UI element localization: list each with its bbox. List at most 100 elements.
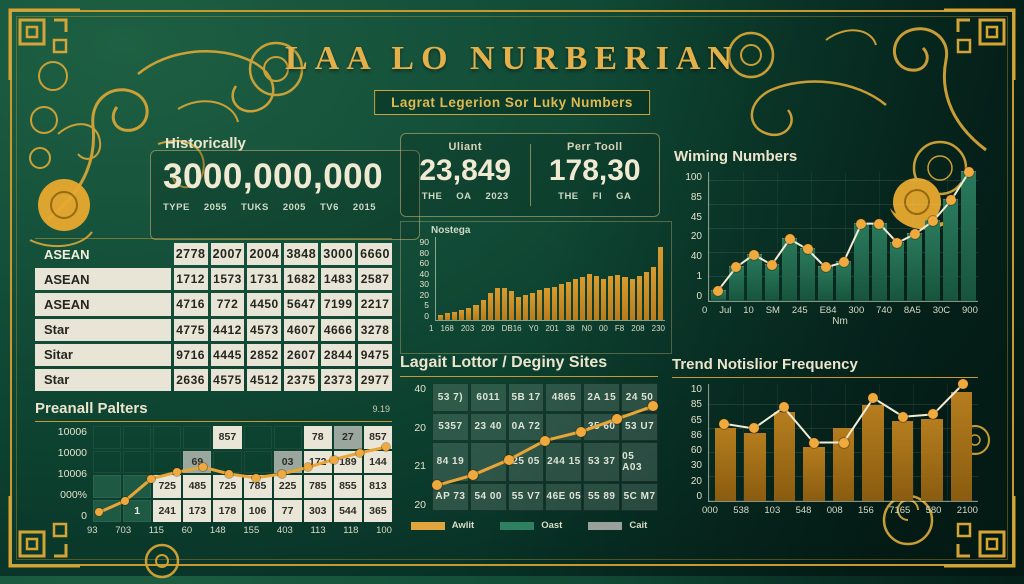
page-title: LAA LO NURBERIAN bbox=[285, 40, 739, 77]
cell-value: 2844 bbox=[321, 343, 356, 366]
grid-cell: 2A 15 bbox=[583, 383, 621, 412]
cell-value: 1712 bbox=[173, 268, 208, 291]
grid-cell: 78 bbox=[303, 426, 332, 449]
bar bbox=[650, 266, 656, 320]
bar bbox=[565, 281, 571, 320]
cell-value: 3278 bbox=[358, 318, 392, 341]
bar bbox=[608, 276, 614, 320]
wiming-title: Wiming Numbers bbox=[674, 148, 798, 165]
grid-cell bbox=[243, 426, 272, 449]
grid-cell: 53 U7 bbox=[621, 412, 658, 441]
sub-label: FI bbox=[592, 191, 603, 202]
tick-label: 5 bbox=[424, 300, 429, 311]
bar bbox=[459, 310, 465, 320]
sub-label: 2005 bbox=[282, 202, 306, 213]
sub-label: TYPE bbox=[163, 202, 190, 213]
line-dot bbox=[225, 470, 234, 478]
bar bbox=[523, 295, 529, 320]
stat-divider bbox=[529, 144, 531, 206]
trend-chart: 10 85 65 86 60 30 20 0 000 538 103 548 008 156 7165 58… bbox=[672, 379, 978, 524]
line-dot bbox=[382, 443, 391, 452]
sub-label: 2015 bbox=[352, 202, 377, 213]
cell-value: 772 bbox=[210, 293, 245, 316]
grid-cell: 53 7) bbox=[432, 383, 469, 412]
grid-cell bbox=[153, 426, 182, 449]
tick-label: SM bbox=[765, 305, 780, 316]
tick-label: 20 bbox=[419, 289, 429, 300]
tick-label: 93 bbox=[87, 525, 98, 536]
uliant-label: Uliant bbox=[448, 141, 483, 153]
line-dot bbox=[748, 423, 759, 434]
tick-label: 0 bbox=[81, 510, 87, 522]
grid-cell: 0A 72 bbox=[507, 412, 545, 441]
tick-label: 10 bbox=[743, 305, 754, 316]
cell-value: 2778 bbox=[173, 243, 208, 266]
legend-label: Awlit bbox=[451, 520, 475, 531]
line-dot bbox=[94, 508, 103, 517]
cell-value: 2852 bbox=[247, 343, 282, 366]
legend-label: Oast bbox=[541, 520, 563, 531]
tick-label: 0 bbox=[702, 305, 708, 316]
bar bbox=[544, 287, 550, 320]
cell-value: 4607 bbox=[284, 318, 319, 341]
grid-cell: 173 bbox=[183, 499, 212, 522]
tick-label: 2100 bbox=[956, 505, 978, 516]
bar bbox=[921, 419, 943, 501]
line-dot bbox=[173, 468, 182, 477]
sub-label: 2055 bbox=[203, 202, 227, 213]
tick-label: 148 bbox=[209, 525, 226, 536]
table-row: Sitar 9716 4445 2852 2607 2844 9475 bbox=[35, 343, 392, 366]
asean-star-table: ASEAN 2778 2007 2004 3848 3000 6660 ASEAN 1712 15… bbox=[35, 243, 392, 392]
tick-label: 40 bbox=[419, 268, 429, 279]
line-dot bbox=[958, 379, 969, 389]
line-dot bbox=[910, 228, 921, 239]
legend-item: Cait bbox=[588, 520, 647, 531]
cell-value: 2607 bbox=[284, 343, 319, 366]
grid-cell: 46E 05 bbox=[545, 482, 583, 511]
tick-label: 300 bbox=[848, 305, 865, 316]
legend-label: Cait bbox=[629, 520, 648, 531]
cell-value: 2977 bbox=[358, 368, 392, 392]
tick-label: 60 bbox=[181, 525, 193, 536]
line-dot bbox=[808, 437, 819, 448]
preanall-title: Preanall Palters bbox=[35, 400, 392, 422]
grid-cell: 144 bbox=[363, 450, 392, 473]
grid-cell: 178 bbox=[213, 499, 242, 522]
cell-value: 2004 bbox=[247, 243, 282, 266]
table-row: ASEAN 2778 2007 2004 3848 3000 6660 bbox=[35, 243, 392, 266]
tick-label: 1 bbox=[696, 271, 702, 283]
tick-label: 86 bbox=[690, 429, 702, 441]
cell-value: 2373 bbox=[321, 368, 356, 392]
subtitle-banner: Lagrat Legerion Sor Luky Numbers bbox=[374, 90, 650, 115]
line-dot bbox=[329, 455, 338, 464]
tick-label: 100 bbox=[376, 525, 392, 536]
tick-label: 538 bbox=[733, 505, 750, 516]
bar bbox=[501, 287, 507, 320]
cell-value: 9475 bbox=[358, 343, 392, 366]
tick-label: 20 bbox=[414, 421, 426, 434]
bar bbox=[586, 274, 593, 320]
tick-label: 10006 bbox=[57, 426, 87, 438]
tick-label: 100 bbox=[685, 172, 702, 183]
bar bbox=[516, 296, 522, 320]
bar bbox=[601, 278, 607, 320]
mid-stats-panel: Uliant 23,849 THE OA 2023 Perr Tooll 178,3… bbox=[400, 133, 660, 217]
grid-cell: 05 A03 bbox=[621, 442, 658, 482]
trend-title-wrap: Trend Notislior Frequency bbox=[672, 356, 978, 378]
tick-label: 20 bbox=[690, 231, 702, 243]
tick-label: 38 bbox=[565, 324, 575, 333]
tick-label: 45 bbox=[690, 211, 702, 223]
tick-label: 85 bbox=[690, 191, 702, 203]
perr-tooll-stat: Perr Tooll 178,30 THE FI GA bbox=[531, 134, 660, 216]
tick-label: 155 bbox=[243, 525, 260, 536]
line-dot bbox=[820, 262, 831, 273]
tick-label: 20 bbox=[690, 475, 702, 487]
bar bbox=[438, 315, 444, 320]
preanall-section: Preanall Palters 9.19 10006 10000 10006 000… bbox=[35, 400, 392, 546]
line-dot bbox=[856, 218, 867, 229]
tick-label: 40 bbox=[414, 383, 426, 395]
sub-label: GA bbox=[616, 191, 632, 202]
tick-label: DB16 bbox=[501, 324, 522, 333]
line-dot bbox=[748, 249, 759, 260]
line-dot bbox=[121, 496, 130, 505]
